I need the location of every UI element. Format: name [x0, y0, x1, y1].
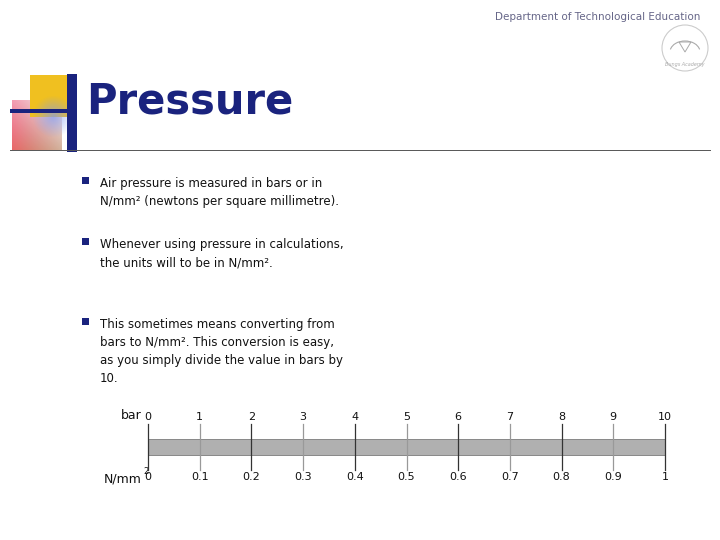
Text: 4: 4 [351, 412, 359, 422]
Text: Bungs Academy: Bungs Academy [665, 62, 705, 67]
FancyBboxPatch shape [82, 238, 89, 245]
FancyBboxPatch shape [82, 177, 89, 184]
Text: N/mm: N/mm [104, 472, 142, 485]
FancyBboxPatch shape [30, 75, 75, 117]
Text: 8: 8 [558, 412, 565, 422]
FancyBboxPatch shape [67, 74, 77, 152]
Text: 0.5: 0.5 [397, 472, 415, 482]
Text: 3: 3 [300, 412, 307, 422]
Text: 6: 6 [455, 412, 462, 422]
Text: 0: 0 [145, 412, 151, 422]
Text: 0.6: 0.6 [449, 472, 467, 482]
Text: 7: 7 [506, 412, 513, 422]
Text: 0.4: 0.4 [346, 472, 364, 482]
Text: 0.2: 0.2 [243, 472, 260, 482]
Text: 10: 10 [658, 412, 672, 422]
Text: 9: 9 [610, 412, 617, 422]
FancyBboxPatch shape [148, 439, 665, 455]
Text: 0.1: 0.1 [191, 472, 209, 482]
Text: This sometimes means converting from
bars to N/mm². This conversion is easy,
as : This sometimes means converting from bar… [100, 318, 343, 385]
Text: 1: 1 [196, 412, 203, 422]
Text: bar: bar [121, 409, 142, 422]
Text: 0.3: 0.3 [294, 472, 312, 482]
Text: 0.7: 0.7 [501, 472, 519, 482]
Text: 2: 2 [143, 467, 148, 476]
Text: 0.8: 0.8 [553, 472, 570, 482]
Text: 0: 0 [145, 472, 151, 482]
Text: 1: 1 [662, 472, 668, 482]
Text: Air pressure is measured in bars or in
N/mm² (newtons per square millimetre).: Air pressure is measured in bars or in N… [100, 177, 339, 208]
FancyBboxPatch shape [10, 109, 76, 113]
FancyBboxPatch shape [82, 318, 89, 325]
Text: 5: 5 [403, 412, 410, 422]
Text: Whenever using pressure in calculations,
the units will to be in N/mm².: Whenever using pressure in calculations,… [100, 238, 343, 269]
Text: Department of Technological Education: Department of Technological Education [495, 12, 700, 22]
Text: 2: 2 [248, 412, 255, 422]
Text: Pressure: Pressure [86, 81, 293, 123]
Text: 0.9: 0.9 [604, 472, 622, 482]
